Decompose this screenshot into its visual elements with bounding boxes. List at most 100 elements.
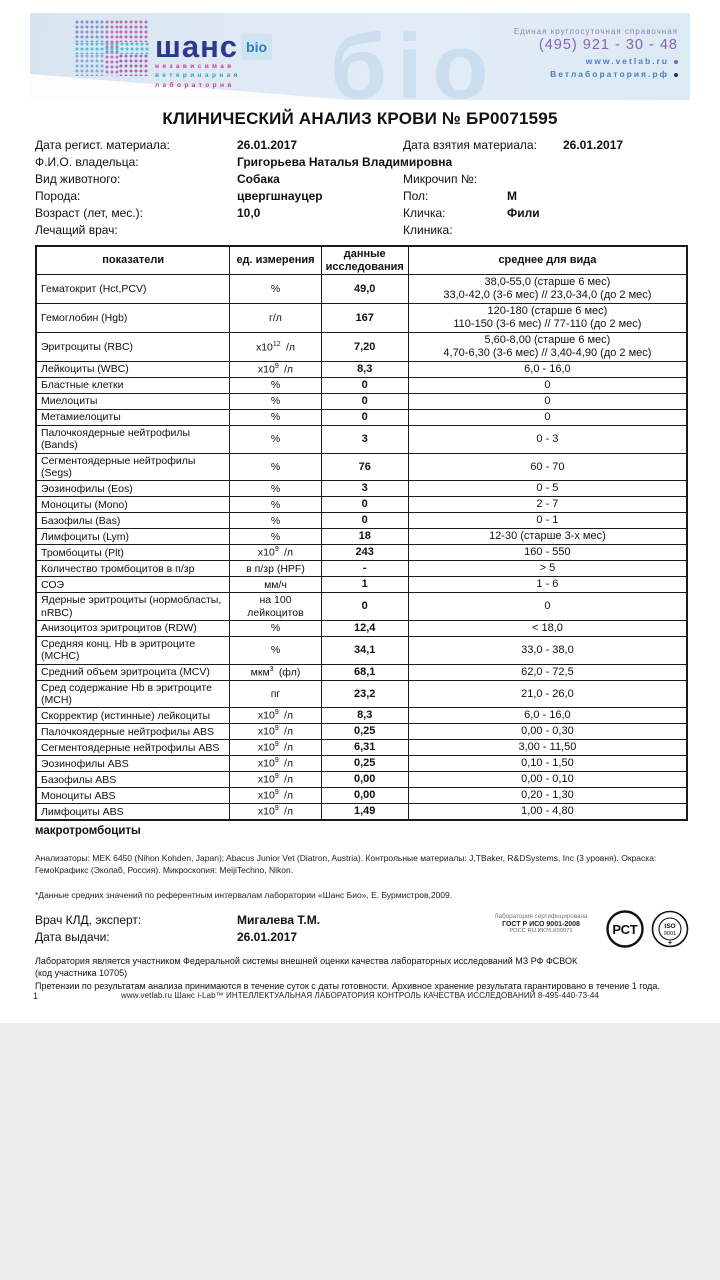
table-row: Базофилы ABS х109 /л 0,00 0,00 - 0,10 <box>35 771 688 789</box>
reference-range-cell: 120-180 (старше 6 мес) 110-150 (3-6 мес)… <box>407 303 688 334</box>
parameter-name-cell: Средняя конц. Hb в эритроците (MCHC) <box>35 635 231 665</box>
unit-cell: % <box>229 480 322 498</box>
table-row: Эритроциты (RBC) х1012 /л 7,20 5,60-8,00 (с… <box>35 332 688 363</box>
unit-cell: % <box>229 377 322 395</box>
parameter-name-cell: Палочкоядерные нейтрофилы (Bands) <box>35 424 231 454</box>
unit-cell: х1012 /л <box>229 332 322 363</box>
unit-exponent: 9 <box>274 805 279 813</box>
reference-range-cell: 6,0 - 16,0 <box>407 361 688 379</box>
reference-range-cell: 1,00 - 4,80 <box>407 803 688 821</box>
info-label: Дата регист. материала: <box>35 138 170 152</box>
unit-cell: мм/ч <box>229 576 322 594</box>
table-row: СОЭ мм/ч 1 1 - 6 <box>35 576 688 594</box>
reference-range-cell: 33,0 - 38,0 <box>407 635 688 665</box>
result-value-cell: 0,25 <box>320 723 409 741</box>
unit-cell: % <box>229 635 322 665</box>
result-value-cell: 12,4 <box>320 620 409 637</box>
info-row: Дата регист. материала: 26.01.2017 Дата вз… <box>35 138 685 155</box>
unit-cell: % <box>229 274 322 305</box>
report-title: КЛИНИЧЕСКИЙ АНАЛИЗ КРОВИ № БР0071595 <box>162 109 558 128</box>
table-row: Палочкоядерные нейтрофилы (Bands)% 3 0 - 3 <box>35 424 688 454</box>
table-header-cell: показатели <box>35 245 231 276</box>
hotline-label: Единая круглосуточная справочная <box>513 27 678 36</box>
rostest-stamp-icon: РСТ <box>606 910 644 948</box>
parameter-name-cell: Базофилы (Bas) <box>35 512 231 530</box>
table-header-cell: данные исследования <box>320 245 409 276</box>
unit-cell: пг <box>229 679 322 709</box>
info-label: Возраст (лет, мес.): <box>35 206 143 220</box>
parameter-name-cell: СОЭ <box>35 576 231 594</box>
table-row: Тромбоциты (Plt) х109 /л 243 160 - 550 <box>35 544 688 562</box>
parameter-name-cell: Моноциты ABS <box>35 787 231 805</box>
table-row: Средняя конц. Hb в эритроците (MCHC)% 34,… <box>35 635 688 665</box>
reference-range-cell: 21,0 - 26,0 <box>407 679 688 709</box>
issue-date-value: 26.01.2017 <box>237 930 298 944</box>
info-value: М <box>507 189 517 203</box>
table-row: Средний объем эритроцита (MCV) мкм3 (фл) 6… <box>35 663 688 681</box>
parameter-name-cell: Средний объем эритроцита (MCV) <box>35 663 231 681</box>
unit-exponent: 9 <box>274 363 279 371</box>
parameter-name-cell: Сред содержание Hb в эритроците (MCH) <box>35 679 231 709</box>
reference-range-cell: 0 <box>407 409 688 426</box>
macrothrombocytes-note: макротромбоциты <box>35 825 141 838</box>
site-url: www.vetlab.ru <box>514 56 678 66</box>
reference-range-cell: 3,00 - 11,50 <box>407 739 688 757</box>
parameter-name-cell: Эозинофилы ABS <box>35 755 231 773</box>
unit-exponent: 9 <box>274 757 279 765</box>
reference-range-cell: 0,00 - 0,10 <box>407 771 688 789</box>
parameter-name-cell: Палочкоядерные нейтрофилы ABS <box>35 723 231 741</box>
unit-cell: х109 /л <box>229 803 322 821</box>
unit-cell: % <box>229 409 322 426</box>
page-footer: 1 www.vetlab.ru Шанс i-Lab™ ИНТЕЛЛЕКТУАЛ… <box>0 991 720 1001</box>
info-label: Микрочип №: <box>403 172 478 186</box>
result-value-cell: 0,25 <box>320 755 409 773</box>
parameter-name-cell: Эритроциты (RBC) <box>35 332 231 363</box>
participation-note: Лаборатория является участником Федераль… <box>35 956 578 979</box>
mosaic-quadrant <box>75 20 105 42</box>
info-label: Ф.И.О. владельца: <box>35 155 139 169</box>
certification-area: Лаборатория сертифицирована ГОСТ Р ИСО 9… <box>482 909 690 949</box>
info-label: Клиника: <box>403 223 453 237</box>
unit-cell: % <box>229 452 322 482</box>
unit-cell: х109 /л <box>229 755 322 773</box>
contact-block: Единая круглосуточная справочная (495) 9… <box>514 27 678 79</box>
table-row: Бластные клетки% 0 0 <box>35 377 688 395</box>
doctor-name: Мигалева Т.М. <box>237 913 321 927</box>
reference-range-cell: 160 - 550 <box>407 544 688 562</box>
svg-text:9001: 9001 <box>664 931 676 937</box>
result-value-cell: 1,49 <box>320 803 409 821</box>
issue-date-row: Дата выдачи: 26.01.2017 <box>35 930 690 947</box>
reference-range-cell: 6,0 - 16,0 <box>407 707 688 725</box>
brand-tagline: независимая <box>155 62 235 70</box>
table-header-cell: ед. измерения <box>229 245 322 276</box>
parameter-name-cell: Сегментоядерные нейтрофилы (Segs) <box>35 452 231 482</box>
signature-block: Врач КЛД, эксперт: Мигалева Т.М. Дата вы… <box>35 910 690 953</box>
info-row: Порода: цвергшнауцер Пол: М <box>35 189 685 206</box>
reference-range-cell: 1 - 6 <box>407 576 688 594</box>
reference-note: *Данные средних значений по референтным … <box>35 890 453 900</box>
result-value-cell: 8,3 <box>320 707 409 725</box>
info-value: Григорьева Наталья Владимировна <box>237 155 453 169</box>
table-row: Лимфоциты (Lym)% 18 12-30 (старше 3-х мес) <box>35 528 688 546</box>
result-value-cell: 0 <box>320 496 409 514</box>
unit-cell: % <box>229 512 322 530</box>
info-row: Вид животного: Собака Микрочип №: <box>35 172 685 189</box>
unit-exponent: 9 <box>274 725 279 733</box>
unit-cell: х109 /л <box>229 544 322 562</box>
parameter-name-cell: Лейкоциты (WBC) <box>35 361 231 379</box>
unit-cell: х109 /л <box>229 771 322 789</box>
unit-cell: % <box>229 528 322 546</box>
result-value-cell: 68,1 <box>320 663 409 681</box>
bio-badge-label: bio <box>246 39 268 56</box>
svg-text:ISO: ISO <box>664 923 675 930</box>
parameter-name-cell: Лимфоциты (Lym) <box>35 528 231 546</box>
parameter-name-cell: Скорректир (истинные) лейкоциты <box>35 707 231 725</box>
unit-cell: % <box>229 496 322 514</box>
table-row: Моноциты (Mono)% 0 2 - 7 <box>35 496 688 514</box>
parameter-name-cell: Базофилы ABS <box>35 771 231 789</box>
results-table: показатели ед. измерения данные исследован… <box>35 245 688 822</box>
brand-tagline: лаборатория <box>155 81 235 89</box>
result-value-cell: 243 <box>320 544 409 562</box>
svg-text:РСТ: РСТ <box>612 922 637 937</box>
result-value-cell: 3 <box>320 424 409 454</box>
